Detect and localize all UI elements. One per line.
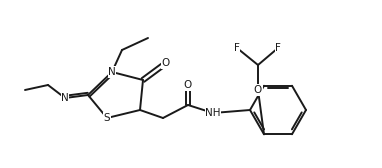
Text: O: O xyxy=(254,85,262,95)
Text: F: F xyxy=(275,43,281,53)
Text: N: N xyxy=(61,93,69,103)
Text: S: S xyxy=(104,113,110,123)
Text: F: F xyxy=(234,43,240,53)
Text: O: O xyxy=(162,58,170,68)
Text: O: O xyxy=(184,80,192,90)
Text: N: N xyxy=(108,67,116,77)
Text: NH: NH xyxy=(205,108,221,118)
